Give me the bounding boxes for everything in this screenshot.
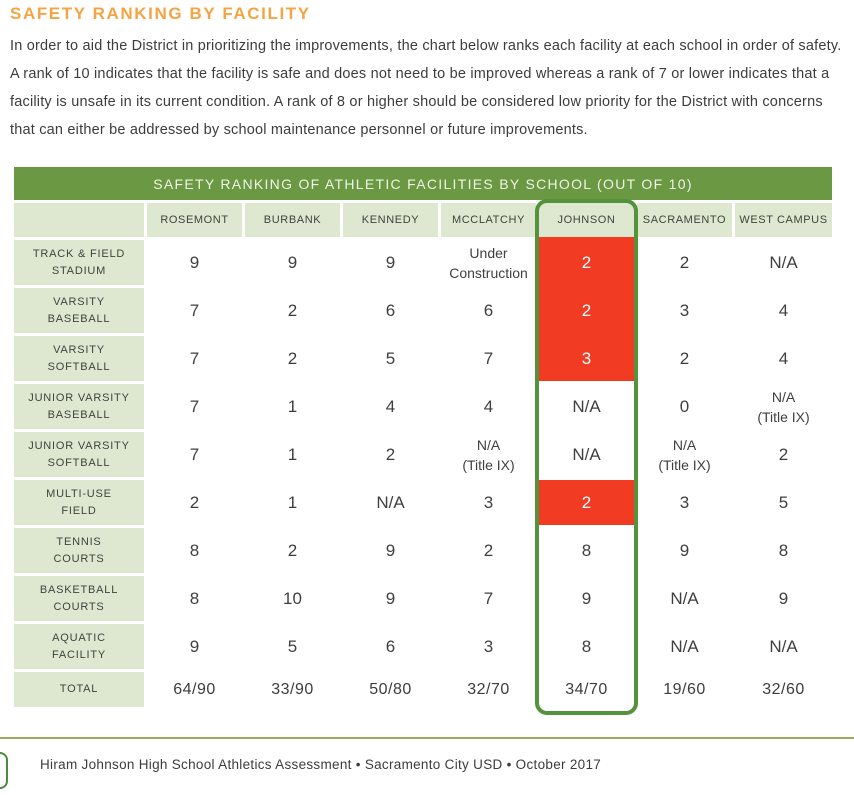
table-cell: N/A — [735, 240, 832, 285]
table-cell: 10 — [245, 576, 340, 621]
footer-text: Hiram Johnson High School Athletics Asse… — [40, 757, 602, 772]
corner-cell — [14, 203, 144, 237]
table-cell: 2 — [147, 480, 242, 525]
table-cell: 9 — [343, 240, 438, 285]
row-label-varsity-baseball: VARSITY BASEBALL — [14, 288, 144, 333]
table-cell: N/A — [343, 480, 438, 525]
table-cell: 7 — [441, 576, 536, 621]
table-cell: 0 — [637, 384, 732, 429]
row-label-jv-baseball: JUNIOR VARSITY BASEBALL — [14, 384, 144, 429]
total-cell-rosemont: 64/90 — [147, 672, 242, 707]
table-cell: 3 — [637, 288, 732, 333]
total-cell-burbank: 33/90 — [245, 672, 340, 707]
row-label-track-field-stadium: TRACK & FIELD STADIUM — [14, 240, 144, 285]
column-header-west-campus: WEST CAMPUS — [735, 203, 832, 237]
table-cell-unsafe: 2 — [539, 480, 634, 525]
table-cell: 4 — [735, 336, 832, 381]
row-label-aquatic-facility: AQUATIC FACILITY — [14, 624, 144, 669]
table-cell: 8 — [735, 528, 832, 573]
total-cell-mcclatchy: 32/70 — [441, 672, 536, 707]
table-cell: 1 — [245, 384, 340, 429]
row-label-basketball-courts: BASKETBALL COURTS — [14, 576, 144, 621]
table-grid: ROSEMONT BURBANK KENNEDY MCCLATCHY JOHNS… — [14, 199, 832, 715]
total-cell-west-campus: 32/60 — [735, 672, 832, 707]
table-cell: N/A — [637, 624, 732, 669]
row-label-tennis-courts: TENNIS COURTS — [14, 528, 144, 573]
table-cell: 1 — [245, 432, 340, 477]
column-header-rosemont: ROSEMONT — [147, 203, 242, 237]
total-cell-kennedy: 50/80 — [343, 672, 438, 707]
table-cell: 5 — [735, 480, 832, 525]
table-cell: 9 — [637, 528, 732, 573]
table-cell: N/A — [637, 576, 732, 621]
table-cell-unsafe: 2 — [539, 237, 634, 288]
footer-divider-rule — [0, 737, 854, 739]
table-cell: 6 — [343, 288, 438, 333]
table-cell: 8 — [147, 528, 242, 573]
table-cell: 9 — [539, 576, 634, 621]
table-cell-unsafe: 3 — [539, 336, 634, 381]
column-header-mcclatchy: MCCLATCHY — [441, 203, 536, 237]
table-cell: 2 — [245, 528, 340, 573]
table-cell: 9 — [735, 576, 832, 621]
table-cell: 4 — [735, 288, 832, 333]
table-cell: 2 — [441, 528, 536, 573]
row-label-multi-use-field: MULTI-USE FIELD — [14, 480, 144, 525]
row-label-jv-softball: JUNIOR VARSITY SOFTBALL — [14, 432, 144, 477]
table-cell: 6 — [441, 288, 536, 333]
table-cell: 2 — [245, 288, 340, 333]
table-cell: Under Construction — [441, 240, 536, 285]
table-cell: N/A (Title IX) — [637, 432, 732, 477]
table-cell: 1 — [245, 480, 340, 525]
table-cell-unsafe: 2 — [539, 288, 634, 336]
table-cell: 6 — [343, 624, 438, 669]
table-cell: 4 — [343, 384, 438, 429]
table-cell: 5 — [343, 336, 438, 381]
column-header-kennedy: KENNEDY — [343, 203, 438, 237]
total-cell-johnson: 34/70 — [539, 672, 634, 707]
table-cell: 3 — [441, 480, 536, 525]
table-cell: 3 — [441, 624, 536, 669]
table-cell: 9 — [245, 240, 340, 285]
table-cell: 2 — [735, 432, 832, 477]
page-number-badge — [0, 752, 8, 789]
table-cell: 8 — [147, 576, 242, 621]
intro-paragraph: In order to aid the District in prioriti… — [10, 38, 842, 138]
row-label-varsity-softball: VARSITY SOFTBALL — [14, 336, 144, 381]
table-cell: N/A (Title IX) — [735, 384, 832, 429]
table-cell: 2 — [343, 432, 438, 477]
table-cell: 8 — [539, 528, 634, 573]
table-cell: 7 — [147, 432, 242, 477]
table-cell: N/A (Title IX) — [441, 432, 536, 477]
table-cell: 9 — [147, 240, 242, 285]
table-cell: 5 — [245, 624, 340, 669]
safety-ranking-table: SAFETY RANKING OF ATHLETIC FACILITIES BY… — [14, 167, 832, 715]
table-cell: 7 — [147, 288, 242, 333]
column-header-johnson: JOHNSON — [539, 203, 634, 237]
table-cell: 7 — [147, 384, 242, 429]
table-cell: 9 — [343, 528, 438, 573]
table-cell: 9 — [147, 624, 242, 669]
table-cell: N/A — [539, 384, 634, 429]
column-header-burbank: BURBANK — [245, 203, 340, 237]
page-title: SAFETY RANKING BY FACILITY — [10, 4, 311, 23]
row-label-total: TOTAL — [14, 672, 144, 707]
column-header-sacramento: SACRAMENTO — [637, 203, 732, 237]
table-cell: 2 — [637, 336, 732, 381]
table-cell: 2 — [637, 240, 732, 285]
total-cell-sacramento: 19/60 — [637, 672, 732, 707]
table-cell: 3 — [637, 480, 732, 525]
table-cell: 2 — [245, 336, 340, 381]
table-title: SAFETY RANKING OF ATHLETIC FACILITIES BY… — [14, 167, 832, 200]
table-cell: 7 — [441, 336, 536, 381]
table-cell: 8 — [539, 624, 634, 669]
table-cell: N/A — [539, 432, 634, 477]
table-cell: 7 — [147, 336, 242, 381]
table-cell: 4 — [441, 384, 536, 429]
table-cell: 9 — [343, 576, 438, 621]
table-cell: N/A — [735, 624, 832, 669]
